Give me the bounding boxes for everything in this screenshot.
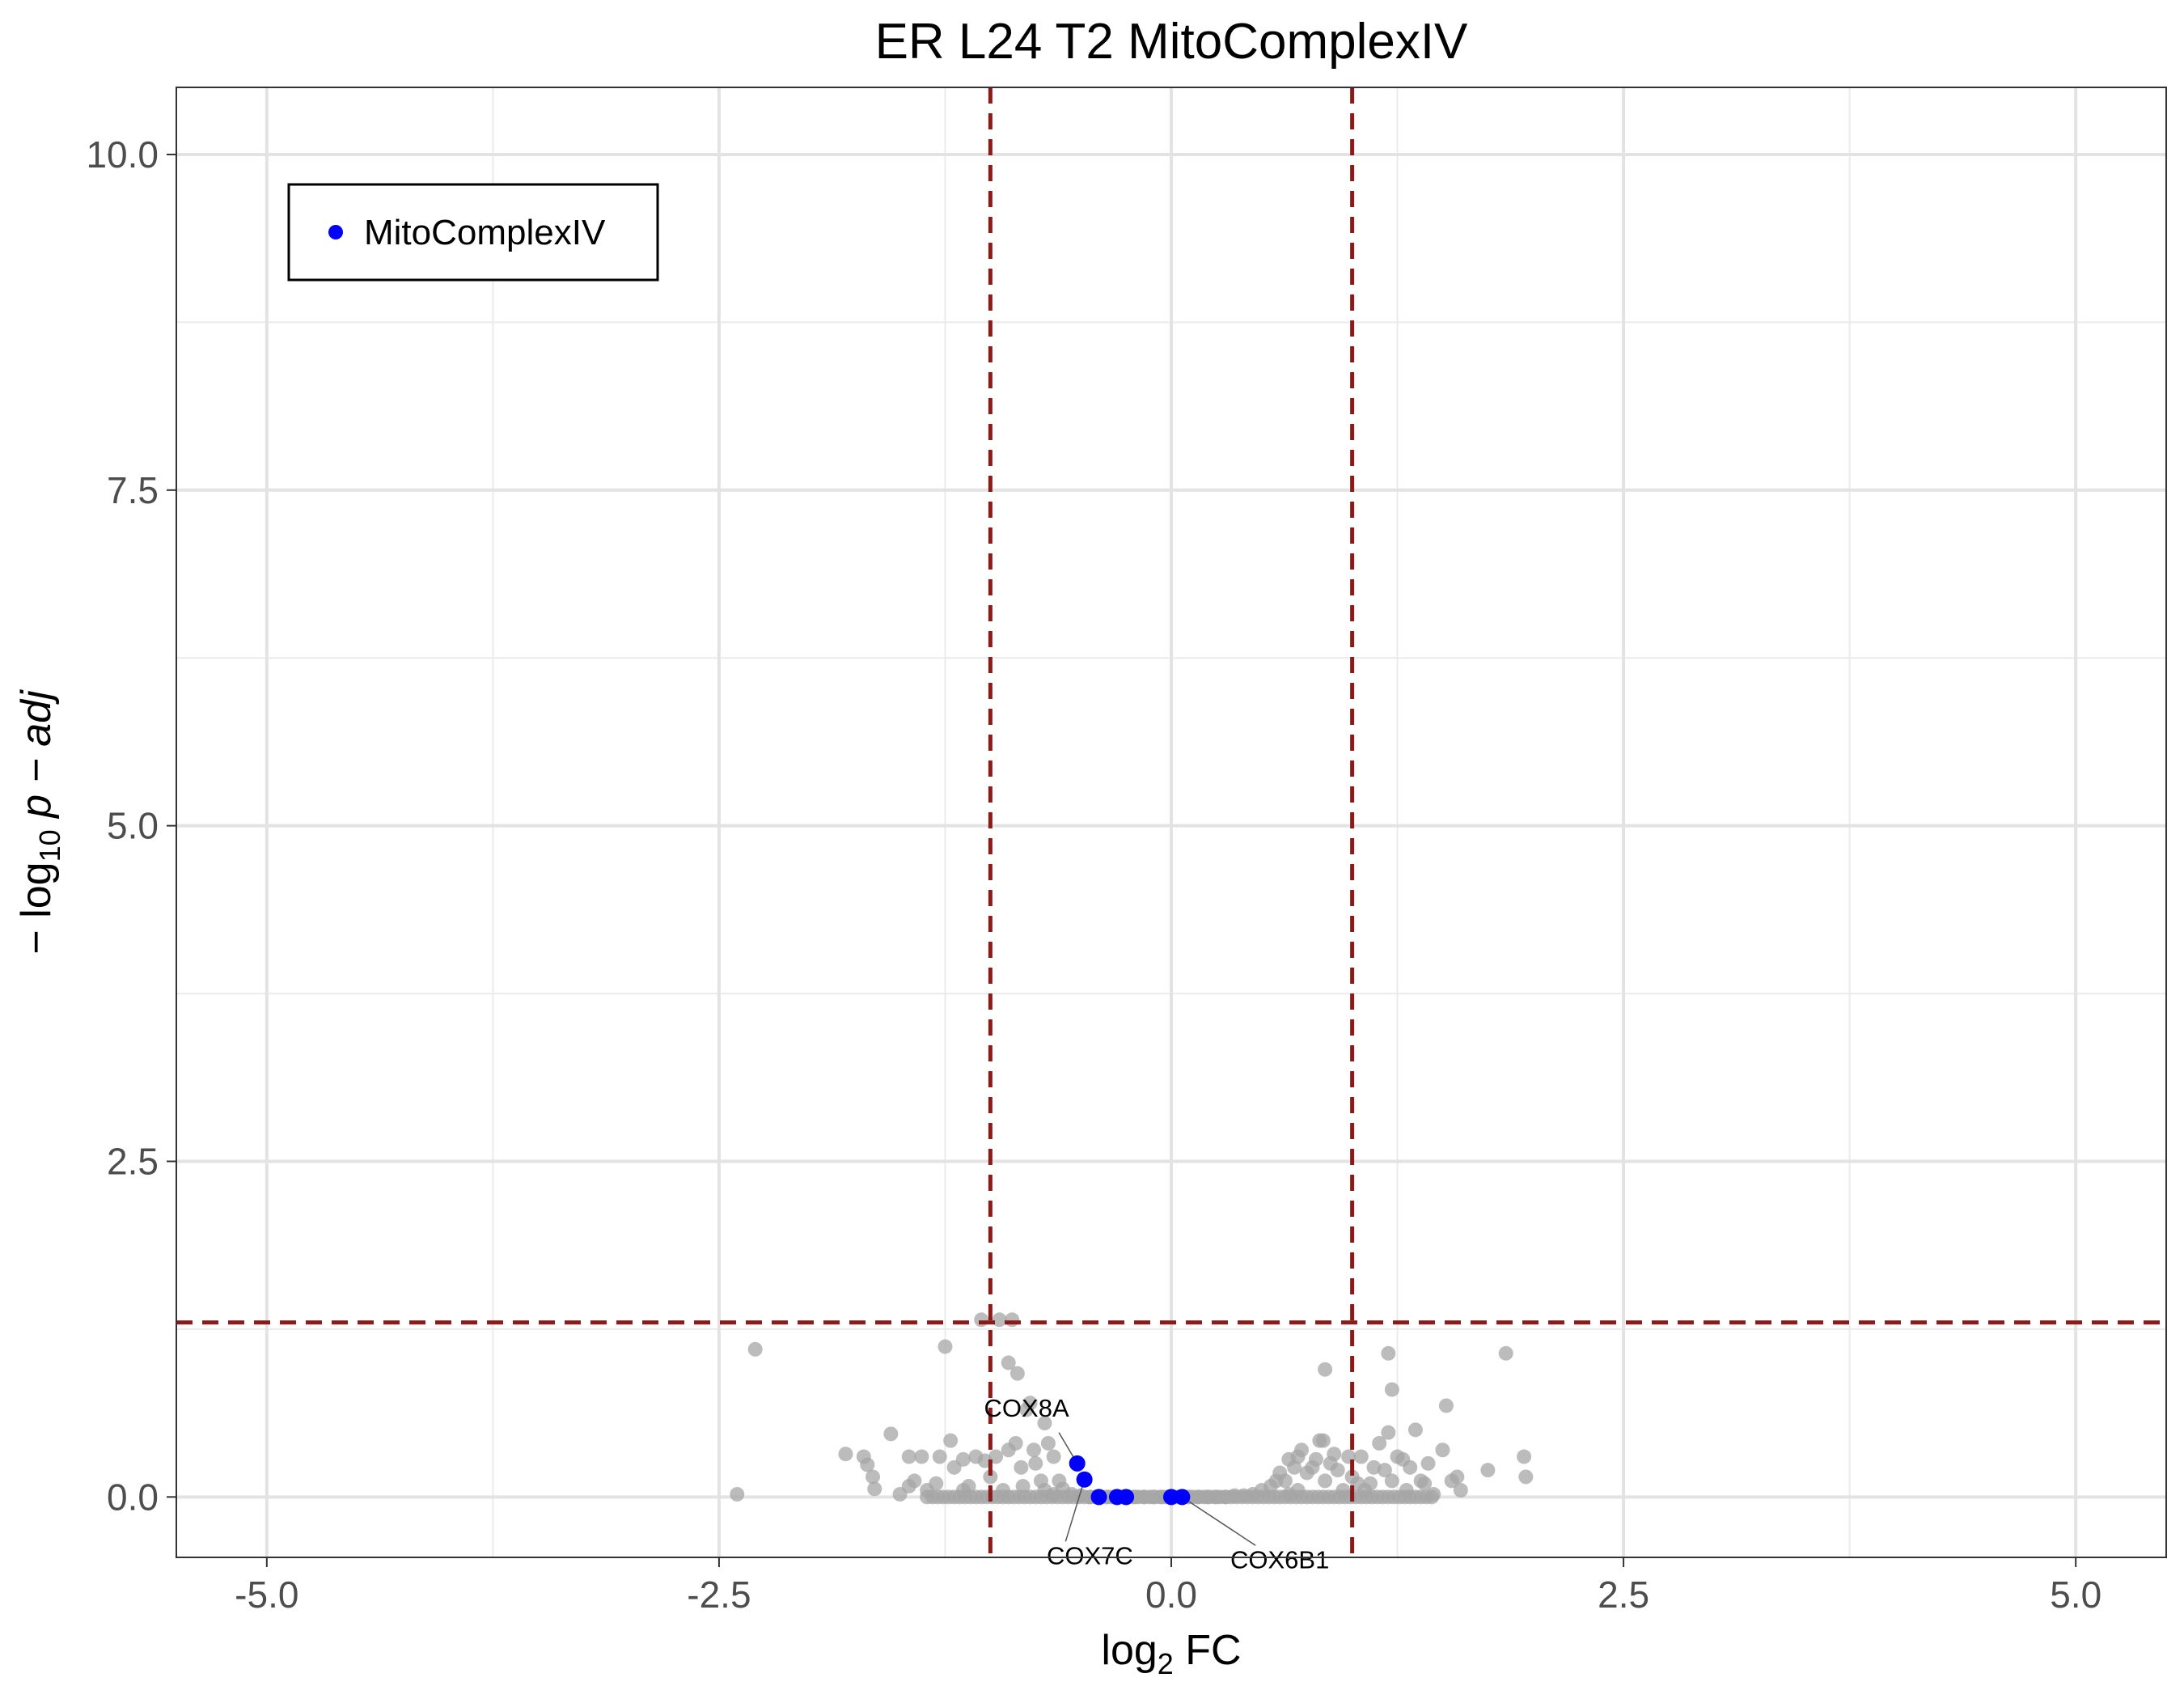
background-point [1308,1451,1323,1467]
background-point [938,1339,953,1354]
background-point [929,1476,944,1491]
mitocomplexiv-point [1174,1489,1191,1506]
background-point [901,1479,916,1494]
background-point [1005,1312,1020,1328]
background-point [1517,1449,1532,1464]
background-point [932,1449,947,1464]
legend-label: MitoComplexIV [364,213,606,252]
background-point [1363,1476,1378,1491]
background-point [1026,1442,1042,1458]
background-point [1480,1463,1496,1478]
annotation-leader-line [1182,1496,1256,1546]
background-points [730,1312,1534,1505]
background-point [1353,1449,1369,1464]
background-point [1001,1355,1016,1370]
axes: -5.0 -2.5 0.0 2.5 5.0 0.0 2.5 5.0 7.5 10.0 [86,133,2101,1616]
x-axis-title: log2 FC [1101,1627,1241,1680]
background-point [1407,1422,1423,1438]
y-axis-title: − log10 p − adj [13,689,66,955]
x-tick-label: -2.5 [687,1574,751,1616]
background-point [1315,1433,1331,1448]
background-point [1377,1463,1392,1478]
legend-box [287,183,659,282]
background-point [1498,1345,1513,1361]
background-point [866,1469,880,1485]
background-point [1040,1435,1056,1451]
background-point [1046,1449,1061,1464]
mitocomplexiv-point [1076,1471,1093,1488]
background-point [1037,1483,1052,1498]
x-tick-label: 0.0 [1145,1574,1197,1616]
annotations: COX8A COX7C COX6B1 [984,1394,1330,1574]
background-point [1318,1362,1333,1377]
background-point [860,1457,875,1472]
background-point [1015,1479,1031,1494]
background-point [1277,1473,1293,1489]
background-point [867,1481,882,1497]
annotation-leader-line [1064,1479,1086,1542]
y-tick-label: 5.0 [107,805,159,847]
background-point [1009,1366,1025,1381]
legend: MitoComplexIV [287,183,659,282]
background-point [1022,1396,1038,1411]
background-point [1420,1455,1436,1471]
background-point [838,1447,853,1462]
background-point [1037,1416,1052,1431]
mitocomplexiv-point [1069,1455,1086,1472]
background-point [1435,1442,1450,1458]
y-tick-label: 2.5 [107,1140,159,1182]
background-point [1014,1459,1029,1475]
y-tick-label: 10.0 [86,133,159,176]
background-point [883,1426,899,1442]
highlight-points [1069,1455,1191,1506]
background-point [955,1451,971,1467]
background-point [747,1341,763,1357]
background-point [1372,1435,1387,1451]
background-point [1327,1447,1342,1462]
chart-title: ER L24 T2 MitoComplexIV [875,14,1468,70]
background-point [983,1469,998,1485]
background-point [1008,1435,1023,1451]
background-point [1399,1483,1414,1498]
background-point [1028,1455,1043,1471]
mitocomplexiv-point [1090,1489,1107,1506]
background-point [1403,1459,1418,1475]
background-point [943,1433,959,1448]
legend-key-point [328,225,343,239]
background-point [992,1312,1007,1328]
annotation-label: COX8A [984,1394,1069,1422]
background-point [1318,1473,1333,1489]
background-point [1518,1469,1534,1485]
background-point [1281,1487,1297,1502]
background-point [730,1487,745,1502]
background-point [1381,1345,1396,1361]
background-point [1384,1473,1399,1489]
annotation-label: COX6B1 [1230,1545,1329,1574]
x-tick-label: 5.0 [2050,1574,2101,1616]
threshold-lines [176,87,2166,1557]
background-point [1450,1469,1465,1485]
background-point [1381,1425,1396,1440]
y-tick-label: 7.5 [107,469,159,511]
x-tick-label: 2.5 [1598,1574,1649,1616]
background-point [1417,1476,1433,1491]
background-point [1335,1483,1351,1498]
background-point [955,1483,971,1498]
background-point [1453,1483,1468,1498]
background-point [996,1483,1011,1498]
annotation-label: COX7C [1047,1541,1133,1570]
background-point [901,1449,916,1464]
y-tick-label: 0.0 [107,1476,159,1518]
background-point [974,1312,989,1328]
mitocomplexiv-point [1118,1489,1135,1506]
background-point [1294,1442,1310,1458]
background-point [1426,1487,1441,1502]
background-point [914,1449,929,1464]
background-point [1438,1398,1454,1413]
background-point [1384,1382,1399,1397]
background-point [1330,1463,1345,1478]
x-tick-label: -5.0 [235,1574,298,1616]
